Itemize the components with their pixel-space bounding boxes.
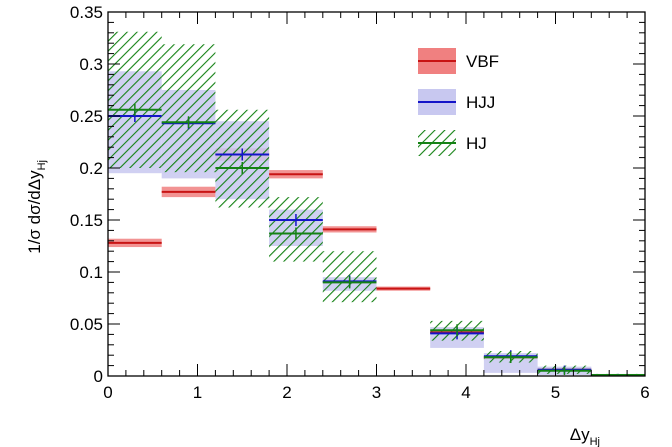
y-axis-ticks: 0 0.05 0.1 0.15 0.2 0.25 0.3 0.35 bbox=[70, 3, 645, 386]
y-axis-title-main: 1/σ dσ/dΔy bbox=[25, 170, 44, 254]
x-axis-ticks: 0 1 2 3 4 5 6 bbox=[103, 12, 650, 402]
y-tick-label-0: 0 bbox=[94, 367, 103, 386]
legend-label-vbf: VBF bbox=[466, 52, 499, 71]
legend-label-hjj: HJJ bbox=[466, 93, 495, 112]
y-tick-label-5: 0.25 bbox=[70, 107, 103, 126]
x-axis-title: ΔyHj bbox=[570, 425, 600, 447]
y-tick-label-3: 0.15 bbox=[70, 211, 103, 230]
band-hj-bin-0 bbox=[108, 31, 162, 169]
x-tick-label-0: 0 bbox=[103, 383, 112, 402]
y-axis-title: 1/σ dσ/dΔyHj bbox=[25, 160, 48, 254]
x-tick-label-3: 3 bbox=[372, 383, 381, 402]
x-tick-label-4: 4 bbox=[461, 383, 470, 402]
y-tick-label-6: 0.3 bbox=[79, 55, 103, 74]
y-tick-label-1: 0.05 bbox=[70, 315, 103, 334]
y-tick-label-2: 0.1 bbox=[79, 263, 103, 282]
error-bars bbox=[134, 103, 619, 376]
x-tick-label-2: 2 bbox=[282, 383, 291, 402]
x-tick-label-5: 5 bbox=[551, 383, 560, 402]
legend: VBF HJJ HJ bbox=[418, 48, 499, 156]
x-tick-label-1: 1 bbox=[193, 383, 202, 402]
legend-label-hj: HJ bbox=[466, 134, 487, 153]
x-axis-title-sub: Hj bbox=[590, 436, 600, 447]
uncertainty-bands bbox=[108, 31, 645, 376]
y-tick-label-4: 0.2 bbox=[79, 159, 103, 178]
y-axis-title-sub: Hj bbox=[36, 160, 48, 170]
x-tick-label-6: 6 bbox=[640, 383, 649, 402]
band-hj-bin-1 bbox=[161, 44, 216, 173]
y-tick-label-7: 0.35 bbox=[70, 3, 103, 22]
x-axis-title-main: Δy bbox=[570, 425, 590, 444]
